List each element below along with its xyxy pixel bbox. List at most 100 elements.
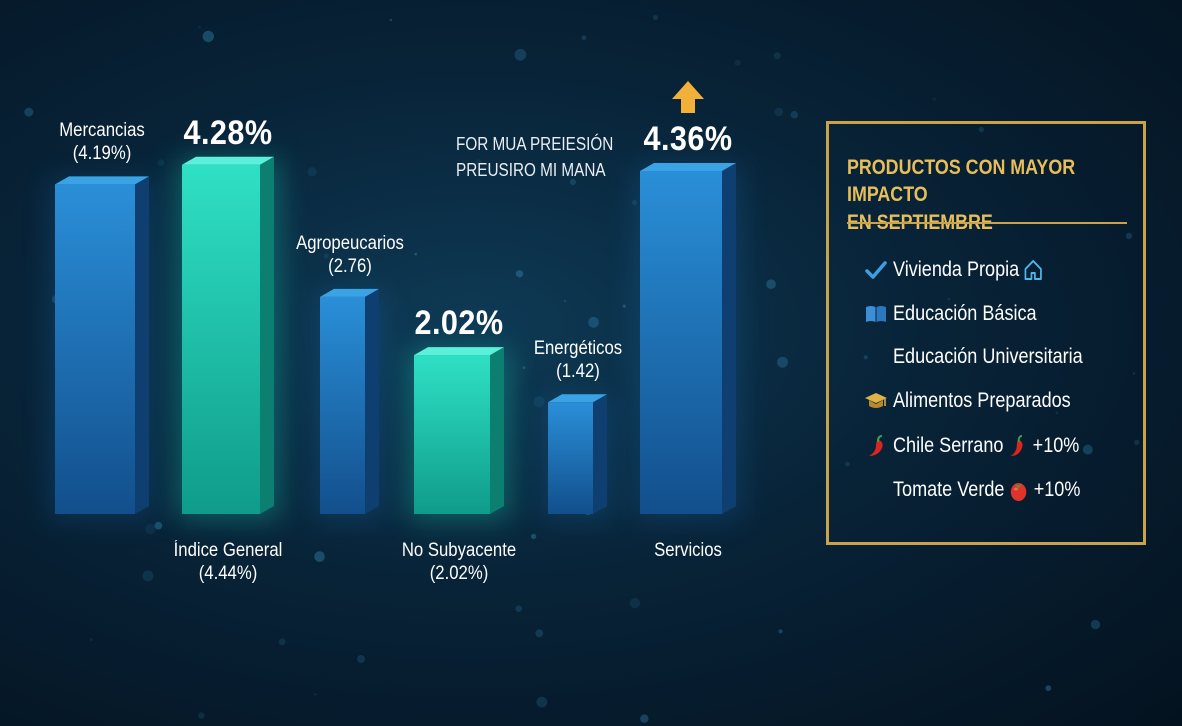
bokeh-dot — [622, 304, 626, 308]
impact-item-name: Chile Serrano — [893, 434, 1004, 457]
bokeh-dot — [932, 97, 937, 101]
impact-item: Alimentos Preparados — [859, 386, 1104, 416]
impact-item-extra: +10% — [1007, 434, 1079, 458]
bar — [414, 347, 504, 514]
bar — [548, 394, 607, 514]
impact-item: Vivienda Propia — [859, 255, 1068, 285]
bokeh-dot — [314, 551, 325, 562]
impact-item: Tomate Verde +10% — [859, 475, 1111, 505]
bokeh-dot — [766, 279, 776, 290]
bokeh-dot — [475, 159, 482, 166]
bar — [182, 156, 274, 514]
impact-item-name: Alimentos Preparados — [893, 389, 1071, 412]
bokeh-dot — [142, 570, 154, 582]
bokeh-dot — [198, 25, 201, 29]
bokeh-dot — [157, 159, 165, 166]
book-icon — [866, 306, 886, 322]
bokeh-dot — [1134, 439, 1140, 445]
bokeh-dot — [1055, 411, 1059, 415]
impact-item-content: Educación Universitaria — [893, 345, 1086, 369]
bokeh-dot — [1090, 619, 1101, 630]
bokeh-dot — [773, 52, 781, 60]
bokeh-dot — [581, 35, 587, 41]
category-label: Índice General (4.44%) — [173, 540, 283, 584]
bokeh-dot — [1132, 372, 1136, 375]
bokeh-dot — [89, 638, 93, 642]
bokeh-dot — [640, 714, 649, 723]
tomato-icon — [1010, 483, 1026, 501]
value-label: 4.28% — [183, 113, 273, 152]
bokeh-dot — [154, 521, 163, 530]
bokeh-dot — [570, 179, 576, 185]
bar — [640, 163, 736, 514]
chili-pepper-icon — [869, 434, 883, 456]
bokeh-dot — [24, 107, 34, 117]
bokeh-dot — [1125, 232, 1133, 240]
bokeh-dot — [202, 30, 214, 43]
bokeh-dot — [414, 252, 418, 256]
bokeh-dot — [535, 629, 544, 638]
bokeh-dot — [564, 300, 566, 302]
impact-item-content: Educación Básica — [893, 302, 1040, 326]
bokeh-dot — [323, 253, 329, 259]
impact-item: Educación Universitaria — [859, 342, 1118, 372]
impact-item-content: Chile Serrano +10% — [893, 434, 1079, 458]
annotation-text: FOR MUA PREIESIÓN PREUSIRO MI MANA — [456, 134, 614, 181]
bokeh-dot — [947, 297, 951, 301]
panel-divider — [847, 222, 1127, 224]
bar — [55, 176, 149, 515]
bokeh-dot — [357, 655, 365, 663]
bokeh-dot — [198, 712, 205, 719]
bar — [320, 288, 379, 514]
bokeh-dot — [588, 316, 599, 328]
bokeh-dot — [774, 107, 784, 117]
bar-chart — [49, 81, 742, 521]
value-label: 2.02% — [414, 304, 504, 343]
bokeh-dot — [522, 366, 526, 369]
impact-item-content: Alimentos Preparados — [893, 389, 1074, 413]
bokeh-dot — [278, 638, 286, 646]
check-icon — [865, 261, 887, 279]
item-icon-slot — [859, 258, 893, 282]
impact-item-content: Vivienda Propia — [893, 258, 1043, 282]
impact-percent: +10% — [1032, 434, 1080, 457]
bokeh-dot — [515, 270, 524, 278]
impact-item-extra: +10% — [1008, 478, 1080, 502]
up-arrow-icon — [672, 81, 704, 114]
category-label: Energéticos (1.42) — [533, 338, 622, 383]
bokeh-dot — [777, 356, 788, 368]
bokeh-dot — [778, 629, 783, 634]
category-label: Servicios — [654, 540, 722, 561]
impact-item: Educación Básica — [859, 299, 1064, 329]
value-label: 4.36% — [643, 120, 733, 158]
bokeh-dot — [514, 48, 527, 61]
bokeh-dot — [629, 597, 641, 609]
bokeh-dot — [1082, 444, 1093, 455]
item-icon-slot — [859, 434, 893, 458]
item-icon-slot — [859, 302, 893, 326]
impact-item-name: Vivienda Propia — [893, 258, 1020, 281]
bokeh-dot — [314, 693, 317, 696]
bokeh-dot — [652, 14, 659, 21]
bokeh-dot — [307, 167, 317, 177]
impact-item-name: Educación Básica — [893, 302, 1037, 325]
bokeh-dot — [734, 59, 741, 66]
bokeh-dot — [863, 355, 868, 360]
bokeh-dot — [845, 461, 850, 467]
bokeh-dot — [389, 18, 393, 22]
bokeh-dot — [978, 126, 984, 133]
impact-percent: +10% — [1033, 478, 1081, 501]
impact-products-panel: PRODUCTOS CON MAYOR IMPACTO EN SEPTIEMBR… — [826, 121, 1146, 545]
bokeh-dot — [1045, 685, 1052, 692]
impact-item-extra — [1023, 258, 1044, 282]
category-label: No Subyacente (2.02%) — [401, 540, 517, 584]
house-icon — [1024, 260, 1042, 280]
category-label: Mercancias (4.19%) — [59, 120, 145, 165]
impact-item-content: Tomate Verde +10% — [893, 478, 1080, 502]
chili-pepper-icon — [1011, 434, 1023, 456]
bokeh-dot — [515, 605, 522, 612]
impact-item-name: Educación Universitaria — [893, 345, 1083, 368]
graduation-cap-icon — [865, 393, 887, 408]
item-icon-slot — [859, 389, 893, 413]
bokeh-dot — [536, 696, 548, 708]
